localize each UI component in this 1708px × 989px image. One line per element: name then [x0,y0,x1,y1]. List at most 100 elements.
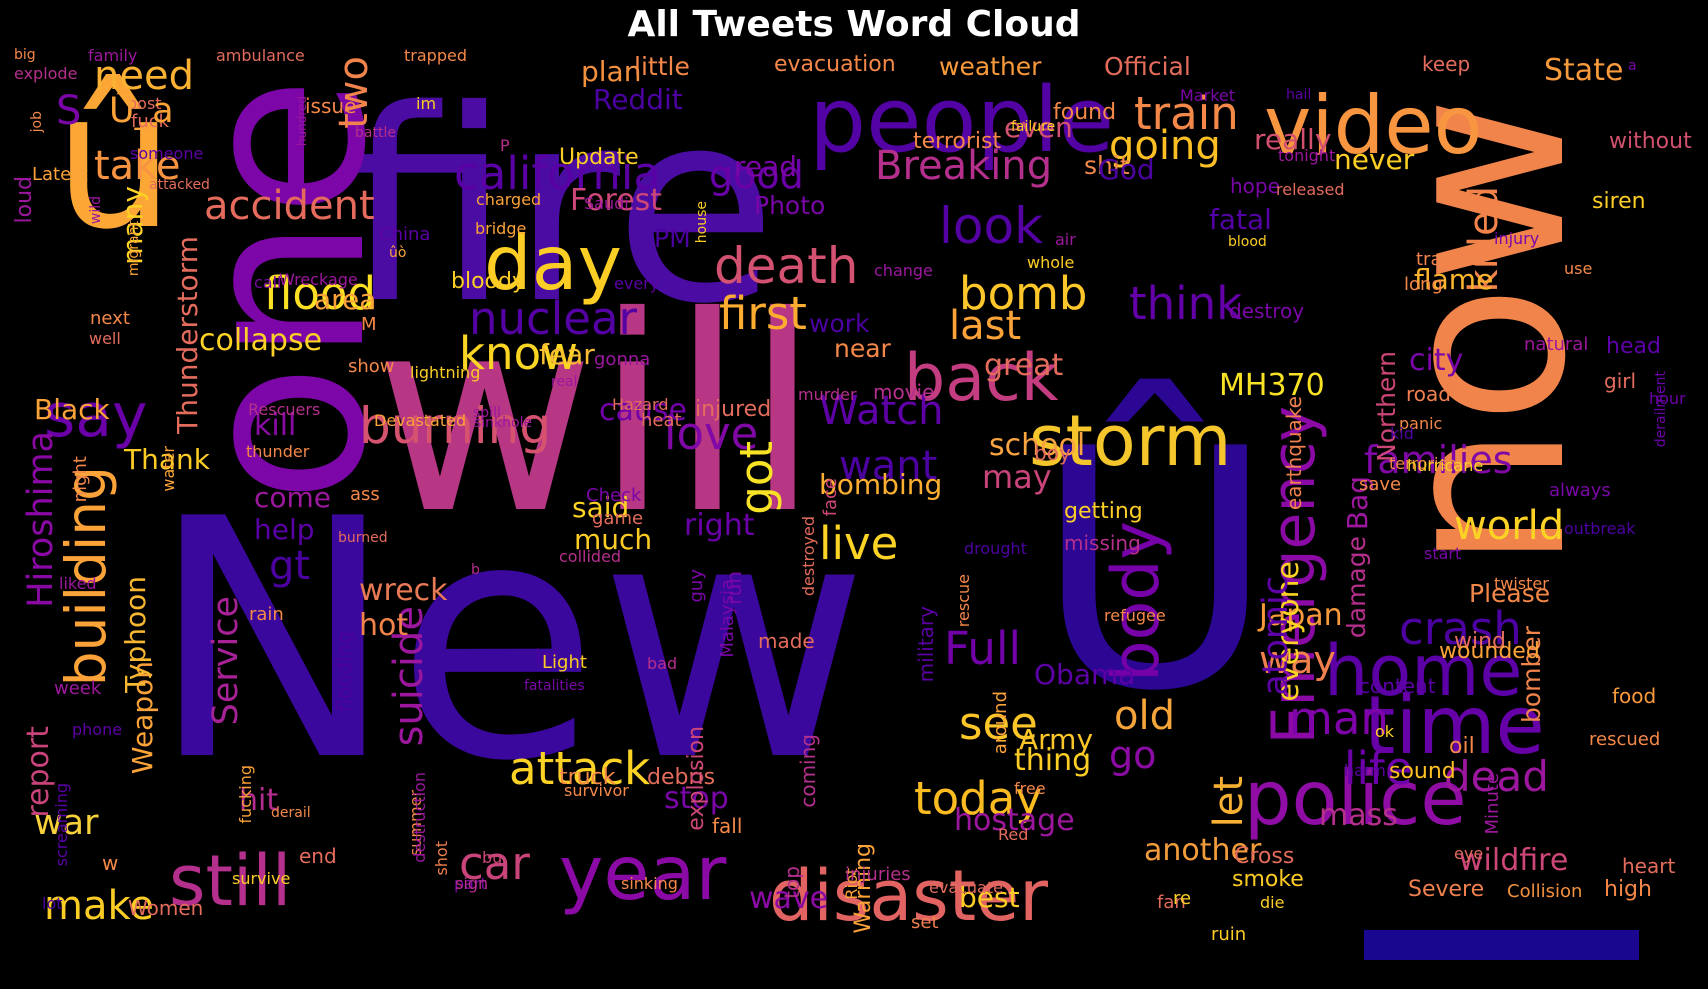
word-188: ruin [1211,924,1247,945]
word-73: may [982,458,1052,496]
word-146: Reddit [593,83,683,116]
word-47: Hiroshima [21,431,61,608]
word-5: û [54,50,175,271]
word-24: attack [509,742,651,795]
word-112: end [299,844,337,868]
word-199: guy [686,569,707,603]
word-149: weather [939,52,1042,81]
word-85: Thunderstorm [171,236,204,434]
word-252: gonna [594,349,651,370]
word-207: boy [1034,441,1071,465]
word-137: shit [1084,151,1130,180]
word-37: families [1364,438,1513,482]
word-215: collided [559,547,622,566]
word-54: think [1129,277,1243,330]
word-284: hundred [295,96,309,147]
word-94: fear [539,338,595,371]
word-121: earthquake [1282,396,1306,511]
word-205: murder [798,385,857,404]
word-274: post [127,94,162,113]
word-135: hope [1230,174,1280,198]
word-72: bombing [819,468,943,501]
word-259: ûò [389,245,407,261]
word-253: Saudi [584,194,629,213]
word-36: look [939,197,1044,255]
word-246: Rescuers [248,400,321,419]
word-255: bloody [451,269,525,294]
word-95: near [834,334,891,363]
word-156: trauma [1416,249,1482,270]
word-216: lol [535,645,559,669]
word-210: real [551,374,578,390]
word-194: truck [559,765,616,790]
word-237: w [102,851,119,875]
word-129: Collision [1507,881,1583,902]
word-67: war [34,803,99,843]
word-66: mass [1319,798,1398,833]
word-13: year [559,829,727,917]
word-75: flame [1414,263,1494,296]
word-269: Latest [32,164,88,185]
word-172: missing [1064,531,1141,555]
word-177: around [990,691,1011,755]
word-240: flooding [332,631,356,712]
word-287: Û_a [109,91,174,131]
word-179: free [1014,779,1046,798]
chart-title: All Tweets Word Cloud [627,4,1081,45]
word-46: another [1144,833,1262,868]
word-39: life [1344,742,1413,795]
word-150: Official [1104,52,1191,81]
word-234: survive [232,869,291,888]
word-19: home [1324,630,1523,712]
word-133: girl [1604,369,1637,393]
word-279: trapped [404,46,467,65]
word-289: hail [1286,87,1312,103]
word-52: Watch [819,388,944,434]
word-102: MH370 [1219,368,1325,403]
word-275: explode [14,64,78,83]
word-127: high [1604,877,1652,902]
word-273: fuck [131,111,170,132]
word-108: thing [1014,743,1092,778]
word-288: a [1628,58,1637,74]
word-62: go [1109,733,1157,777]
word-61: old [1114,693,1175,739]
word-186: fan [1157,892,1186,913]
word-158: use [1564,259,1593,278]
word-164: hurricane [1407,456,1484,475]
word-283: battle [355,125,396,141]
word-32: train [1134,87,1239,140]
word-209: Hazard [612,395,669,414]
word-214: Check [586,485,642,506]
word-231: screaming [52,783,71,867]
word-280: issue [305,94,357,118]
word-291: failure [1011,119,1056,135]
word-145: plan [581,55,642,88]
word-169: start [1424,544,1462,563]
word-124: Severe [1408,877,1485,902]
word-23: burning [359,397,552,455]
word-116: oil [1449,734,1475,759]
word-263: Wreckage [279,270,358,289]
word-174: drought [964,539,1027,558]
word-159: natural [1524,334,1589,355]
word-44: car [459,837,530,890]
word-151: State [1544,53,1624,88]
word-70: great [984,348,1064,383]
word-196: explosion [684,726,709,831]
word-297: change [874,261,933,280]
word-45: wildfire [1459,843,1569,878]
word-162: panic [1399,414,1443,433]
word-256: house [694,201,710,244]
word-254: every [614,274,660,293]
word-147: little [634,52,690,81]
word-79: good [709,153,804,197]
word-217: fatalities [524,678,585,694]
word-167: always [1549,480,1611,501]
word-244: water [159,446,178,492]
word-262: migrant [126,221,142,277]
word-82: Service [206,596,246,726]
word-141: Photo [754,191,826,220]
word-35: bomb [959,267,1088,320]
